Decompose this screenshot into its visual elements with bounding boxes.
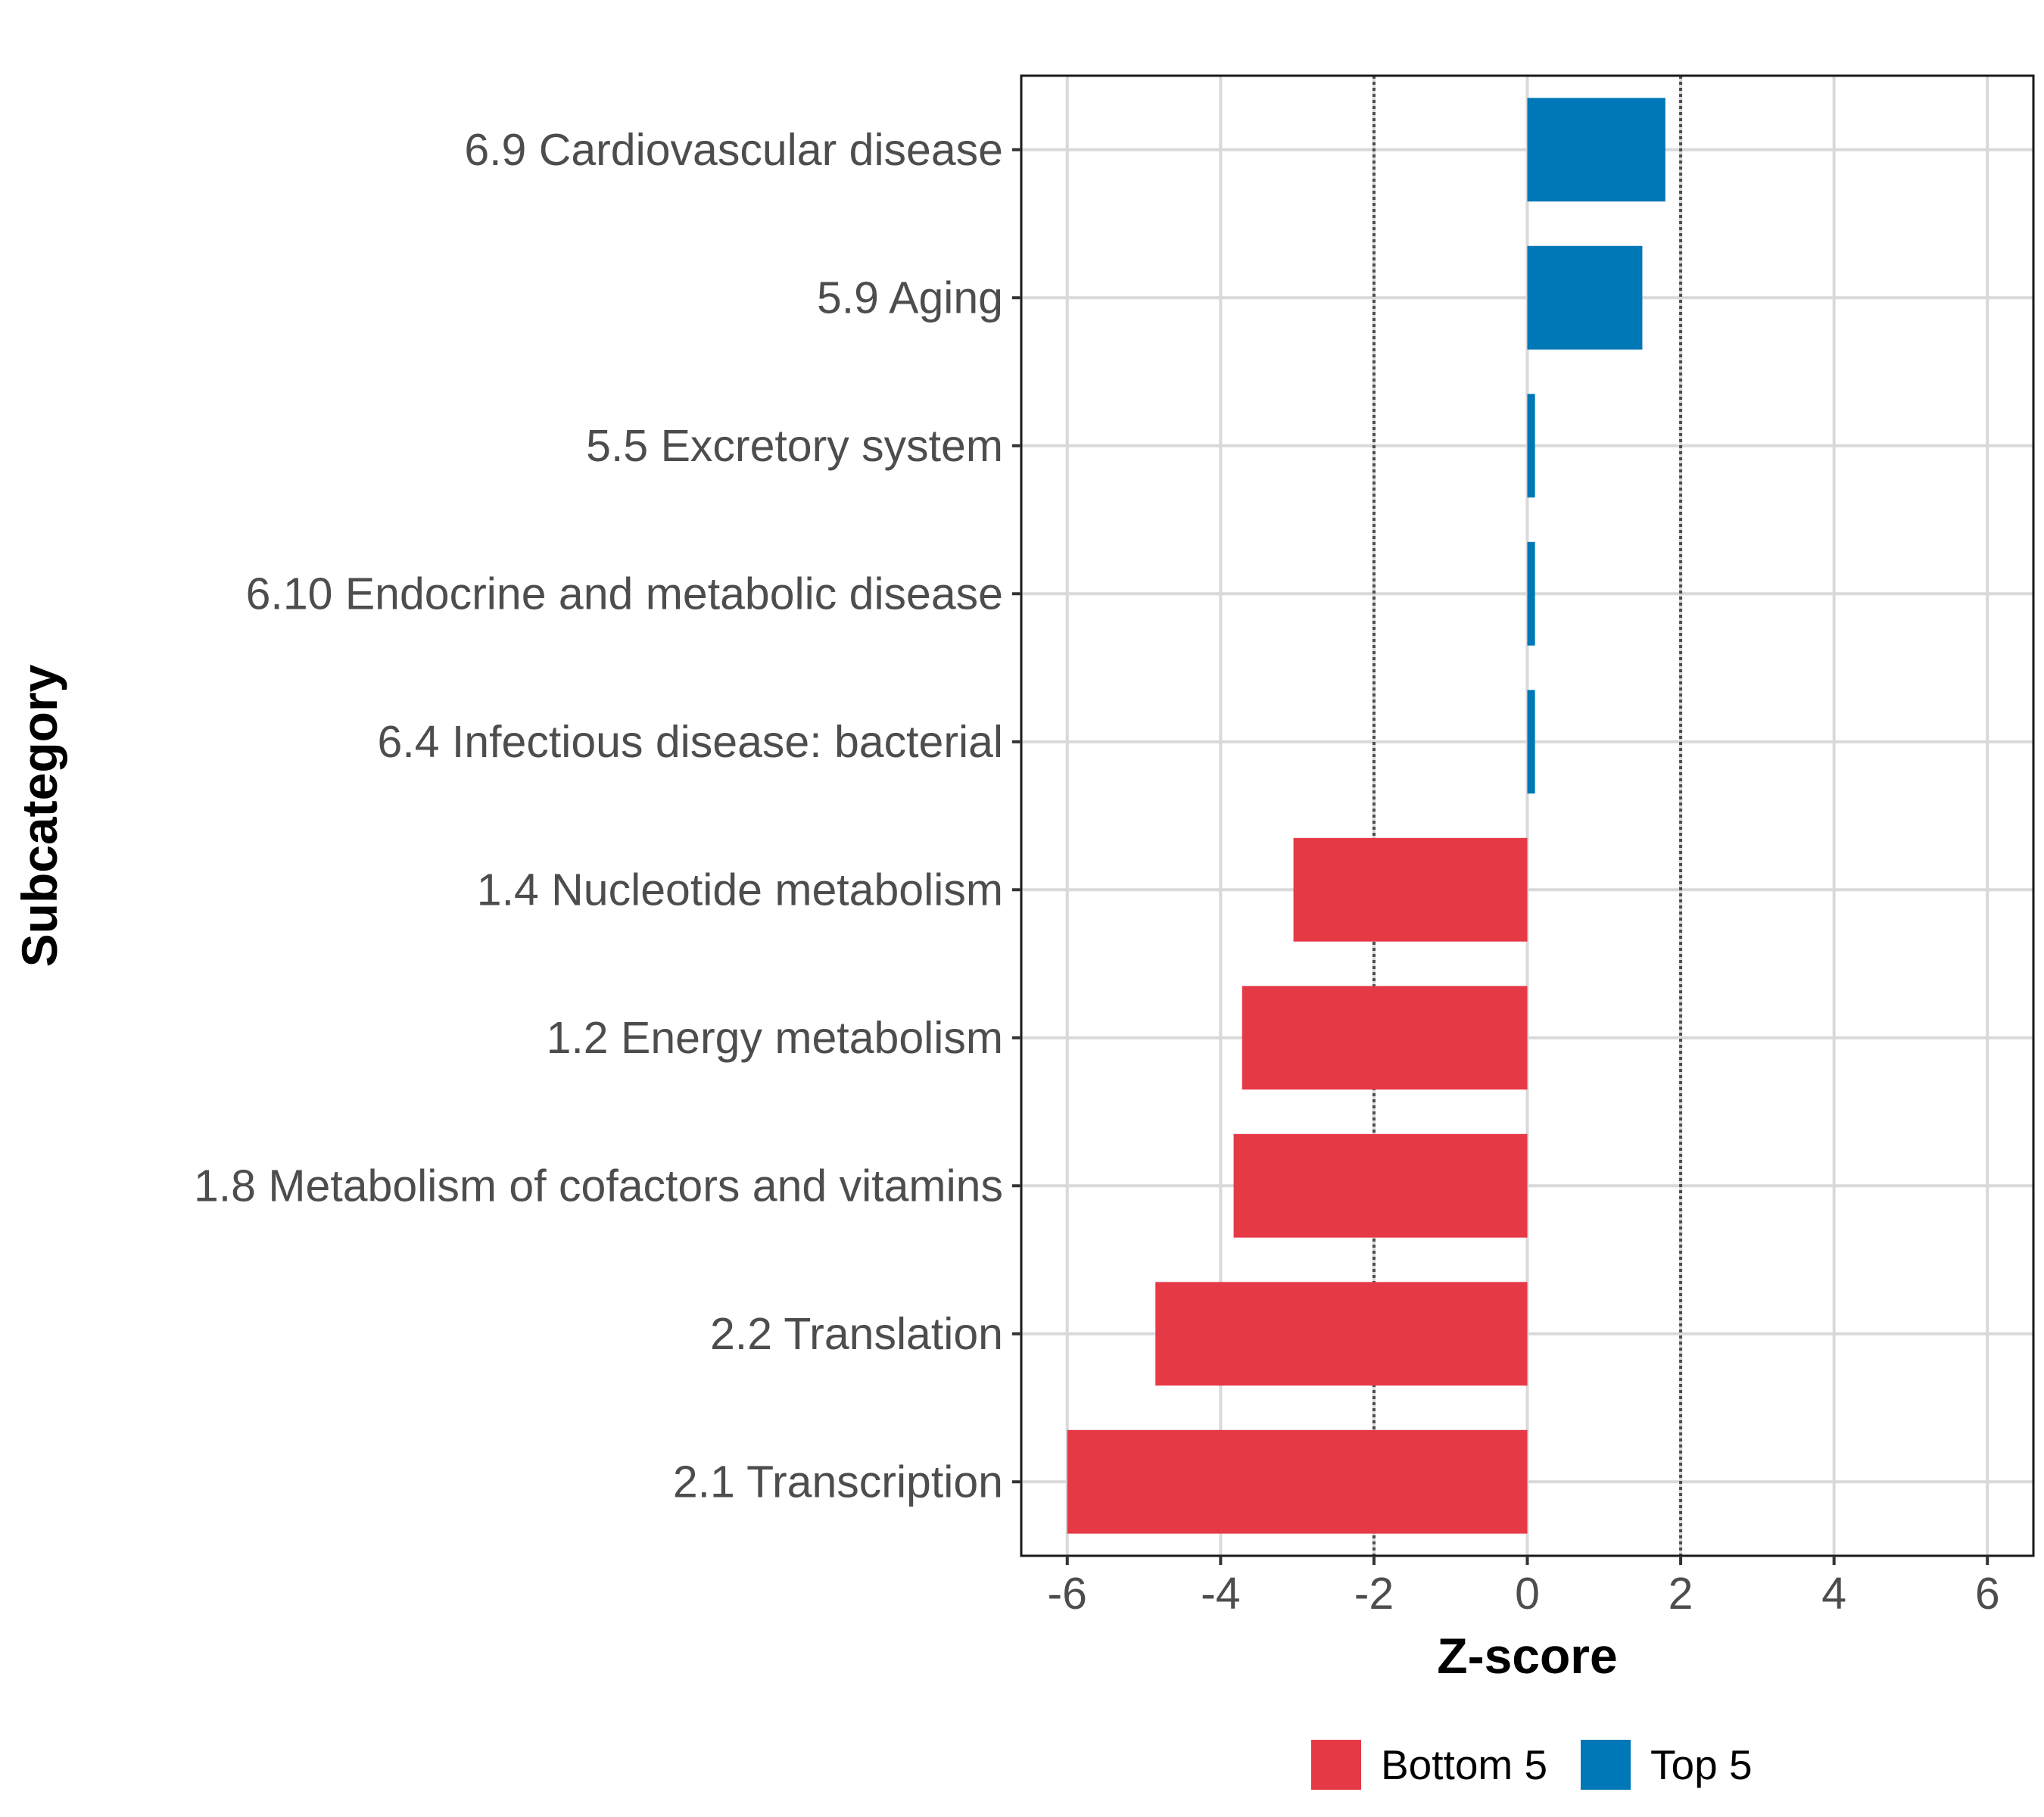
bar — [1527, 245, 1643, 350]
bar — [1067, 1429, 1528, 1534]
legend-label-bottom-5: Bottom 5 — [1381, 1741, 1547, 1788]
bar — [1527, 541, 1535, 646]
y-axis-ticks: 6.9 Cardiovascular disease 5.9 Aging 5.5 E… — [194, 125, 1021, 1507]
bars — [1067, 98, 1665, 1534]
x-axis-title: Z-score — [1437, 1628, 1617, 1684]
bar — [1155, 1282, 1528, 1386]
y-tick-label: 6.10 Endocrine and metabolic disease — [246, 569, 1003, 619]
y-tick-label: 1.8 Metabolism of cofactors and vitamins — [194, 1161, 1003, 1211]
x-axis-ticks: -6 -4 -2 0 2 4 6 — [1048, 1556, 2000, 1619]
y-tick-label: 5.5 Excretory system — [586, 421, 1003, 471]
legend-swatch-top-5 — [1581, 1740, 1631, 1790]
bar — [1527, 394, 1535, 498]
y-tick-label: 2.1 Transcription — [673, 1457, 1003, 1507]
x-tick-label: 4 — [1821, 1569, 1846, 1619]
x-tick-label: 6 — [1975, 1569, 2000, 1619]
y-tick-label: 1.2 Energy metabolism — [547, 1013, 1003, 1063]
y-tick-label: 1.4 Nucleotide metabolism — [477, 865, 1003, 915]
y-tick-label: 6.4 Infectious disease: bacterial — [378, 717, 1004, 767]
reference-lines — [1372, 76, 1683, 1556]
bar — [1242, 986, 1528, 1090]
y-axis-title: Subcategory — [11, 664, 67, 967]
x-tick-label: 0 — [1515, 1569, 1540, 1619]
x-tick-label: -4 — [1201, 1569, 1240, 1619]
bar — [1527, 98, 1665, 202]
legend: Bottom 5 Top 5 — [1311, 1740, 1753, 1790]
y-tick-label: 5.9 Aging — [817, 273, 1003, 323]
bar — [1527, 690, 1535, 794]
y-tick-label: 2.2 Translation — [710, 1309, 1003, 1359]
x-tick-label: -6 — [1048, 1569, 1087, 1619]
y-tick-label: 6.9 Cardiovascular disease — [464, 125, 1003, 175]
legend-label-top-5: Top 5 — [1650, 1741, 1753, 1788]
bar — [1233, 1133, 1528, 1238]
legend-swatch-bottom-5 — [1311, 1740, 1361, 1790]
bar — [1293, 837, 1528, 942]
x-tick-label: 2 — [1669, 1569, 1693, 1619]
x-tick-label: -2 — [1354, 1569, 1394, 1619]
